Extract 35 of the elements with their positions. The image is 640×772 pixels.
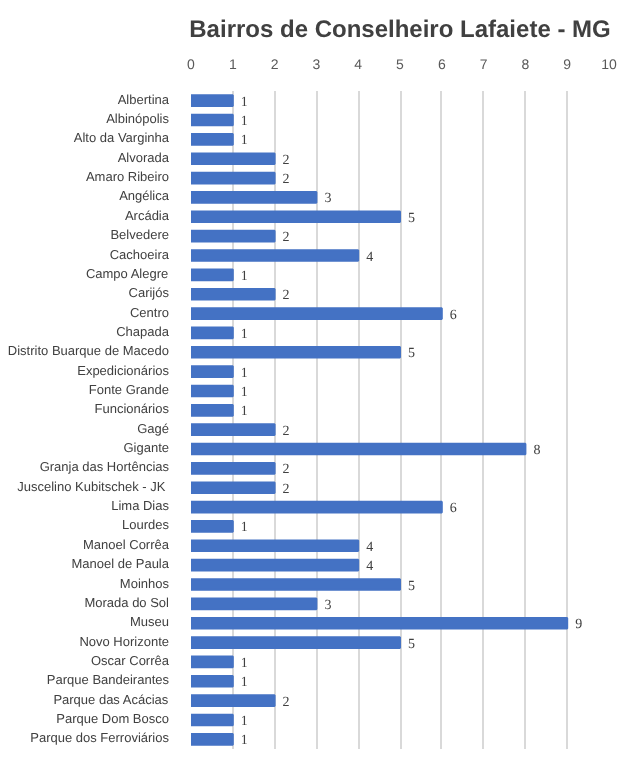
bar [191,268,234,282]
bar [191,558,360,572]
bar [191,636,401,649]
bar [191,733,234,746]
bar [191,616,569,630]
bar [191,500,443,514]
bar [191,171,276,185]
bar [191,462,276,475]
bar [191,674,234,688]
bar [191,307,443,320]
bar [191,210,401,224]
bar [191,694,276,707]
bar [191,113,234,127]
bar [191,94,234,107]
bar [191,442,527,456]
bar [191,326,234,340]
bar [191,423,276,436]
bar [191,287,276,301]
bar [191,597,318,611]
bar [191,539,360,553]
bar [191,345,401,359]
bar [191,384,234,398]
chart-title: Bairros de Conselheiro Lafaiete - MG [189,15,611,43]
bar [191,365,234,378]
bar [191,229,276,243]
bar [191,520,234,533]
bar [191,655,234,669]
bar [191,578,401,591]
bar [191,191,318,204]
bar [191,481,276,495]
bar [191,133,234,146]
bar [191,404,234,417]
bar [191,152,276,166]
bar [191,713,234,727]
bar [191,249,360,262]
